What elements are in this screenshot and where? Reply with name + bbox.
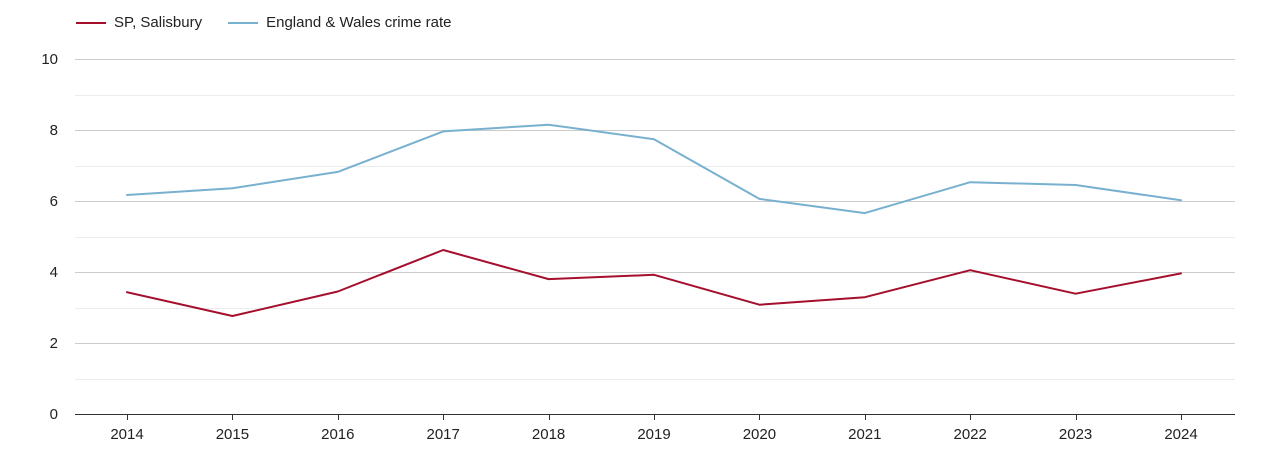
legend-swatch-england-wales <box>228 21 259 24</box>
x-tick-label: 2014 <box>110 426 143 443</box>
legend-item-salisbury: SP, Salisbury <box>76 14 202 31</box>
x-tick-label: 2018 <box>532 426 565 443</box>
y-tick-label: 6 <box>50 193 58 210</box>
series-line-salisbury <box>126 249 1182 317</box>
x-tick-label: 2017 <box>427 426 460 443</box>
legend-label-salisbury: SP, Salisbury <box>114 14 203 31</box>
x-tick-label: 2019 <box>637 426 670 443</box>
x-tick-label: 2021 <box>848 426 881 443</box>
x-tick-label: 2020 <box>743 426 776 443</box>
x-tick-label: 2015 <box>216 426 249 443</box>
series-line-england-wales <box>126 123 1182 215</box>
y-tick-label: 2 <box>50 335 58 352</box>
x-tick-label: 2024 <box>1164 426 1197 443</box>
y-tick-label: 4 <box>50 264 58 281</box>
x-tick-label: 2016 <box>321 426 354 443</box>
y-tick-label: 8 <box>50 122 58 139</box>
y-tick-label: 0 <box>50 406 58 423</box>
legend-swatch-salisbury <box>76 21 106 24</box>
legend-label-england-wales: England & Wales crime rate <box>266 14 452 31</box>
legend-item-england-wales: England & Wales crime rate <box>228 14 451 31</box>
legend: SP, Salisbury England & Wales crime rate <box>76 14 451 31</box>
y-tick-label: 10 <box>41 51 58 68</box>
x-tick-label: 2022 <box>954 426 987 443</box>
x-tick-label: 2023 <box>1059 426 1092 443</box>
